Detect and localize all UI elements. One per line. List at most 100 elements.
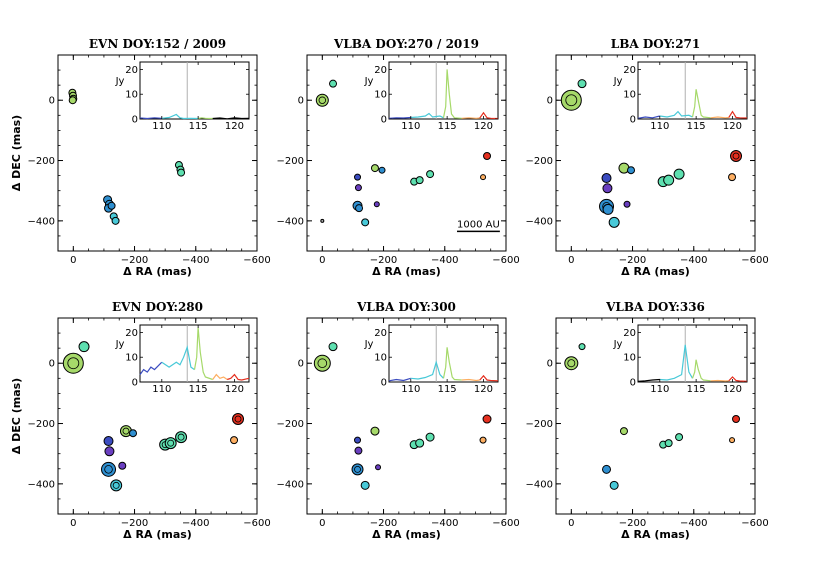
x-axis-label: Δ RA (mas) [621, 265, 690, 278]
x-tick-label: −200 [121, 518, 148, 529]
spectrum-line [728, 110, 748, 119]
y-tick-label: −400 [277, 479, 304, 490]
spectrum-line [161, 113, 199, 120]
maser-spot-ring [318, 96, 327, 104]
maser-spot [728, 173, 737, 182]
x-tick-label: −600 [243, 518, 270, 529]
y-tick-label: −200 [28, 419, 55, 430]
maser-spot [360, 480, 370, 490]
axes-frame [555, 317, 756, 515]
panel-title: LBA DOY:271 [611, 37, 701, 51]
maser-spot [425, 432, 435, 442]
y-tick-label: −200 [277, 419, 304, 430]
y-tick-label: −400 [526, 216, 553, 227]
maser-spot-ring [567, 359, 576, 368]
y-tick-label: −200 [526, 419, 553, 430]
maser-spot [675, 433, 684, 442]
maser-spot-ring [732, 152, 740, 160]
inset-y-tick-label: 0 [381, 115, 387, 126]
spectrum-line [710, 116, 729, 119]
maser-spot-ring [177, 433, 185, 441]
maser-spot [361, 218, 370, 227]
maser-spot [315, 93, 329, 107]
maser-spot [663, 174, 675, 186]
maser-spot [577, 79, 587, 89]
inset-x-tick-label: 110 [152, 384, 171, 395]
spectrum-line [637, 378, 660, 382]
maser-spot-ring [104, 465, 113, 474]
chart-panel-1: EVN DOY:152 / 2009 0 −200 −400 −600 0 −200 −400… [10, 37, 271, 278]
inset-y-label: Jy [613, 339, 623, 350]
inset-y-tick-label: 20 [374, 65, 387, 76]
maser-spot [480, 174, 487, 181]
maser-spot [110, 479, 123, 492]
inset-x-tick-label: 110 [650, 121, 669, 132]
inset-y-label: Jy [115, 76, 125, 87]
spectrum-line [388, 116, 411, 119]
inset-frame [388, 61, 499, 120]
maser-spot [560, 89, 582, 111]
panel-title: EVN DOY:152 / 2009 [89, 37, 226, 51]
inset-y-tick-label: 20 [623, 65, 636, 76]
spectrum-line [479, 111, 499, 120]
x-tick-label: 0 [568, 255, 574, 266]
x-tick-label: −400 [680, 518, 707, 529]
x-axis-label: Δ RA (mas) [123, 265, 192, 278]
maser-spot [601, 173, 612, 184]
maser-spot [62, 352, 84, 374]
spectrum-line [637, 115, 660, 119]
maser-spot [664, 439, 673, 448]
maser-spot [107, 201, 116, 210]
x-axis-label: Δ RA (mas) [372, 265, 441, 278]
maser-spot [354, 173, 362, 181]
inset-x-tick-label: 110 [650, 384, 669, 395]
inset-frame [139, 324, 250, 383]
spectrum-line [728, 376, 748, 382]
maser-spot [578, 343, 586, 351]
x-tick-label: −200 [619, 518, 646, 529]
x-tick-label: −600 [741, 518, 768, 529]
inset-y-tick-label: 20 [125, 328, 138, 339]
maser-spot [375, 464, 382, 471]
y-tick-label: −400 [277, 216, 304, 227]
maser-spot [370, 426, 380, 436]
inset-frame [388, 324, 499, 383]
inset-x-tick-label: 120 [225, 384, 244, 395]
x-tick-label: 0 [568, 518, 574, 529]
x-tick-label: 0 [70, 255, 76, 266]
maser-spot [320, 218, 325, 223]
maser-spot [354, 184, 362, 192]
y-tick-label: 0 [547, 96, 553, 107]
y-axis-label: Δ DEC (mas) [10, 115, 23, 191]
y-tick-label: 0 [298, 359, 304, 370]
inset-y-tick-label: 0 [630, 115, 636, 126]
maser-spot [118, 461, 127, 470]
maser-spot [608, 216, 620, 228]
maser-spot [627, 166, 636, 175]
maser-spot [328, 342, 338, 352]
maser-spot [673, 168, 685, 180]
inset-y-tick-label: 20 [125, 65, 138, 76]
spectrum-line [461, 117, 480, 119]
spectrum-line [659, 110, 693, 118]
maser-spot [103, 436, 114, 447]
spectrum-line [479, 374, 499, 382]
x-tick-label: −600 [243, 255, 270, 266]
inset-frame [637, 61, 748, 120]
maser-spot [177, 168, 186, 177]
x-axis-label: Δ RA (mas) [123, 528, 192, 541]
y-tick-label: −400 [28, 216, 55, 227]
x-tick-label: −400 [182, 255, 209, 266]
panel-title: VLBA DOY:336 [605, 300, 705, 314]
inset-x-tick-label: 110 [401, 384, 420, 395]
maser-spot-ring [354, 465, 361, 473]
maser-spot [78, 341, 90, 353]
y-axis-label: Δ DEC (mas) [10, 378, 23, 454]
maser-spot [482, 414, 492, 424]
maser-spot [101, 461, 117, 477]
